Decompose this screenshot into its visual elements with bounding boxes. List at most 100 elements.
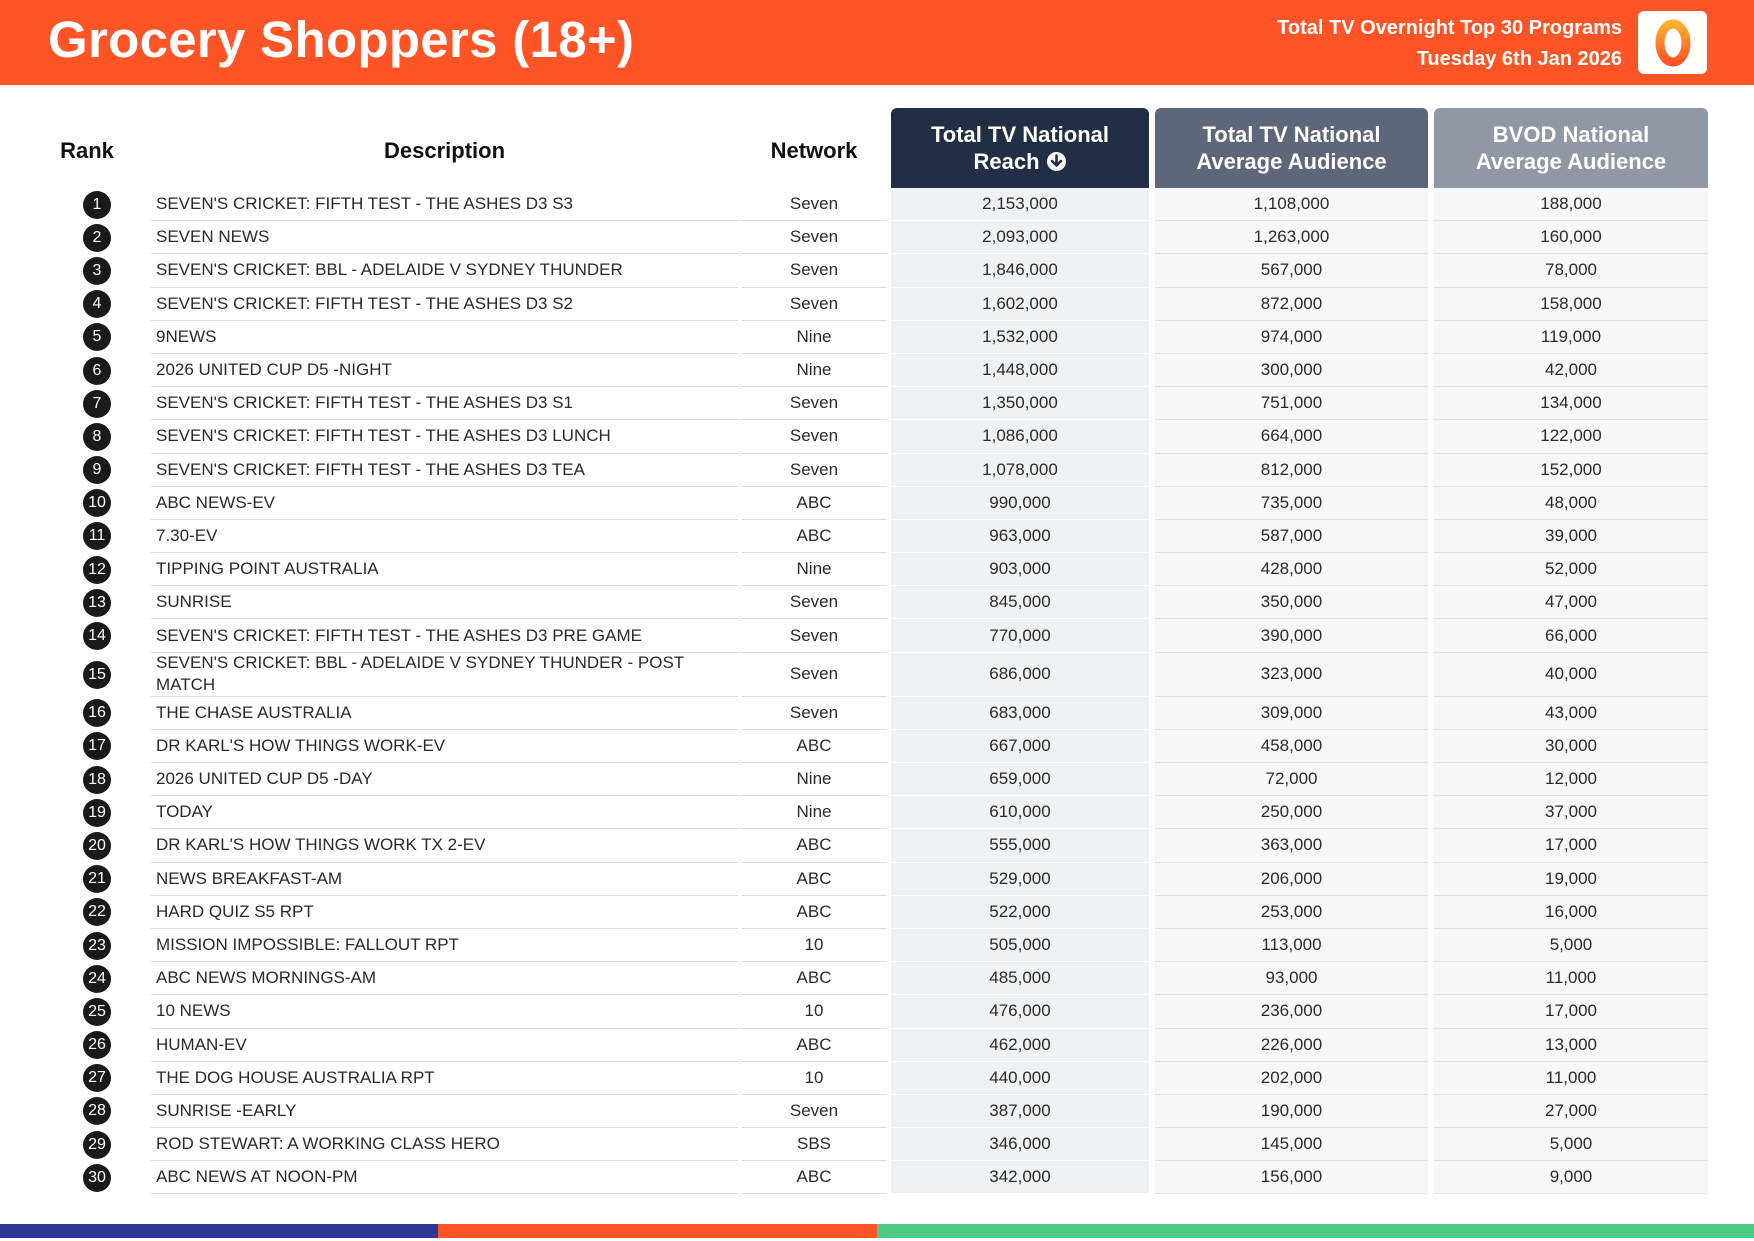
column-header-avg-line1: Total TV National	[1202, 122, 1381, 147]
reach-cell: 342,000	[891, 1161, 1149, 1195]
table-row[interactable]: 4 SEVEN'S CRICKET: FIFTH TEST - THE ASHES…	[0, 287, 1754, 321]
average-audience-cell: 145,000	[1155, 1128, 1428, 1162]
rank-badge: 11	[83, 522, 111, 551]
table-row[interactable]: 15 SEVEN'S CRICKET: BBL - ADELAIDE V SYDN…	[0, 652, 1754, 697]
rank-badge: 25	[83, 997, 111, 1026]
column-header-bvod-line1: BVOD National	[1492, 122, 1650, 147]
table-row[interactable]: 2 SEVEN NEWS Seven 2,093,000 1,263,000 160,00…	[0, 221, 1754, 255]
table-row[interactable]: 5 9NEWS Nine 1,532,000 974,000 119,000	[0, 320, 1754, 354]
reach-cell: 505,000	[891, 928, 1149, 963]
table-row[interactable]: 8 SEVEN'S CRICKET: FIFTH TEST - THE ASHES…	[0, 420, 1754, 454]
reach-cell: 387,000	[891, 1094, 1149, 1129]
table-row[interactable]: 1 SEVEN'S CRICKET: FIFTH TEST - THE ASHES…	[0, 188, 1754, 222]
network-cell: Seven	[741, 221, 887, 255]
program-description: SEVEN'S CRICKET: FIFTH TEST - THE ASHES …	[151, 288, 738, 321]
network-cell: Nine	[741, 321, 887, 354]
sort-descending-icon[interactable]	[1046, 151, 1067, 178]
table-row[interactable]: 25 10 NEWS 10 476,000 236,000 17,000	[0, 995, 1754, 1029]
rank-badge: 10	[83, 489, 111, 518]
bvod-audience-cell: 152,000	[1434, 453, 1708, 487]
table-row[interactable]: 26 HUMAN-EV ABC 462,000 226,000 13,000	[0, 1028, 1754, 1062]
table-row[interactable]: 12 TIPPING POINT AUSTRALIA Nine 903,000 428,…	[0, 553, 1754, 587]
table-row[interactable]: 19 TODAY Nine 610,000 250,000 37,000	[0, 796, 1754, 830]
report-subtitle: Total TV Overnight Top 30 Programs Tuesd…	[1277, 13, 1622, 75]
table-row[interactable]: 11 7.30-EV ABC 963,000 587,000 39,000	[0, 519, 1754, 554]
average-audience-cell: 390,000	[1155, 619, 1428, 653]
bvod-audience-cell: 17,000	[1434, 995, 1708, 1029]
bvod-audience-cell: 19,000	[1434, 862, 1708, 896]
bvod-audience-cell: 11,000	[1434, 962, 1708, 996]
table-row[interactable]: 17 DR KARL'S HOW THINGS WORK-EV ABC 667,000…	[0, 729, 1754, 763]
table-row[interactable]: 14 SEVEN'S CRICKET: FIFTH TEST - THE ASHE…	[0, 619, 1754, 653]
table-row[interactable]: 10 ABC NEWS-EV ABC 990,000 735,000 48,000	[0, 486, 1754, 520]
network-cell: ABC	[741, 863, 887, 896]
oztam-logo-icon	[1638, 11, 1707, 74]
bvod-audience-cell: 39,000	[1434, 519, 1708, 554]
average-audience-cell: 812,000	[1155, 453, 1428, 487]
program-description: SEVEN'S CRICKET: FIFTH TEST - THE ASHES …	[151, 387, 738, 421]
table-row[interactable]: 9 SEVEN'S CRICKET: FIFTH TEST - THE ASHES…	[0, 453, 1754, 487]
table-row[interactable]: 21 NEWS BREAKFAST-AM ABC 529,000 206,000 19,0…	[0, 862, 1754, 896]
table-row[interactable]: 3 SEVEN'S CRICKET: BBL - ADELAIDE V SYDNE…	[0, 254, 1754, 288]
average-audience-cell: 236,000	[1155, 995, 1428, 1029]
program-description: 9NEWS	[151, 321, 738, 354]
table-row[interactable]: 23 MISSION IMPOSSIBLE: FALLOUT RPT 10 505,0…	[0, 928, 1754, 963]
rank-badge: 29	[83, 1130, 111, 1159]
table-row[interactable]: 24 ABC NEWS MORNINGS-AM ABC 485,000 93,000 11…	[0, 962, 1754, 996]
network-cell: Seven	[741, 653, 887, 697]
network-cell: ABC	[741, 520, 887, 554]
table-row[interactable]: 27 THE DOG HOUSE AUSTRALIA RPT 10 440,000 20…	[0, 1061, 1754, 1095]
rank-badge: 16	[83, 699, 111, 728]
reach-cell: 1,350,000	[891, 387, 1149, 421]
column-header-average-audience[interactable]: Total TV National Average Audience	[1155, 108, 1428, 188]
table-row[interactable]: 6 2026 UNITED CUP D5 -NIGHT Nine 1,448,000 3…	[0, 353, 1754, 388]
program-description: ABC NEWS MORNINGS-AM	[151, 962, 738, 996]
program-description: THE CHASE AUSTRALIA	[151, 697, 738, 730]
reach-cell: 1,086,000	[891, 420, 1149, 454]
table-row[interactable]: 29 ROD STEWART: A WORKING CLASS HERO SBS 34…	[0, 1128, 1754, 1162]
table-row[interactable]: 16 THE CHASE AUSTRALIA Seven 683,000 309,000…	[0, 696, 1754, 730]
reach-cell: 963,000	[891, 519, 1149, 554]
average-audience-cell: 72,000	[1155, 763, 1428, 797]
program-description: HARD QUIZ S5 RPT	[151, 896, 738, 929]
average-audience-cell: 751,000	[1155, 387, 1428, 421]
rank-badge: 6	[83, 356, 111, 385]
rank-badge: 7	[83, 389, 111, 418]
rank-badge: 12	[83, 555, 111, 584]
network-cell: Seven	[741, 387, 887, 421]
program-description: SEVEN'S CRICKET: BBL - ADELAIDE V SYDNEY…	[151, 254, 738, 288]
rank-badge: 23	[83, 931, 111, 960]
report-subtitle-line1: Total TV Overnight Top 30 Programs	[1277, 17, 1622, 39]
table-row[interactable]: 30 ABC NEWS AT NOON-PM ABC 342,000 156,000 9,…	[0, 1161, 1754, 1195]
table-row[interactable]: 7 SEVEN'S CRICKET: FIFTH TEST - THE ASHES…	[0, 387, 1754, 421]
rank-badge: 13	[83, 588, 111, 617]
column-header-bvod-audience[interactable]: BVOD National Average Audience	[1434, 108, 1708, 188]
program-description: SEVEN'S CRICKET: FIFTH TEST - THE ASHES …	[151, 619, 738, 653]
bvod-audience-cell: 134,000	[1434, 387, 1708, 421]
table-body: 1 SEVEN'S CRICKET: FIFTH TEST - THE ASHES…	[0, 188, 1754, 1195]
reach-cell: 1,532,000	[891, 320, 1149, 354]
table-row[interactable]: 13 SUNRISE Seven 845,000 350,000 47,000	[0, 586, 1754, 620]
average-audience-cell: 300,000	[1155, 353, 1428, 388]
table-row[interactable]: 22 HARD QUIZ S5 RPT ABC 522,000 253,000 16,00…	[0, 895, 1754, 929]
column-header-bvod-line2: Average Audience	[1475, 149, 1667, 174]
average-audience-cell: 974,000	[1155, 320, 1428, 354]
average-audience-cell: 323,000	[1155, 652, 1428, 697]
bvod-audience-cell: 37,000	[1434, 796, 1708, 830]
column-header-reach[interactable]: Total TV National Reach	[891, 108, 1149, 188]
network-cell: ABC	[741, 896, 887, 929]
table-row[interactable]: 20 DR KARL'S HOW THINGS WORK TX 2-EV ABC 55…	[0, 829, 1754, 863]
reach-cell: 555,000	[891, 829, 1149, 863]
bvod-audience-cell: 5,000	[1434, 1128, 1708, 1162]
table-row[interactable]: 18 2026 UNITED CUP D5 -DAY Nine 659,000 72,0…	[0, 763, 1754, 797]
bvod-audience-cell: 47,000	[1434, 586, 1708, 620]
bvod-audience-cell: 42,000	[1434, 353, 1708, 388]
program-description: ROD STEWART: A WORKING CLASS HERO	[151, 1128, 738, 1162]
table-row[interactable]: 28 SUNRISE -EARLY Seven 387,000 190,000 27,00…	[0, 1094, 1754, 1129]
column-header-avg-line2: Average Audience	[1196, 149, 1387, 174]
rank-badge: 5	[83, 323, 111, 352]
rank-badge: 4	[83, 290, 111, 319]
network-cell: Seven	[741, 586, 887, 620]
bvod-audience-cell: 16,000	[1434, 895, 1708, 929]
bvod-audience-cell: 188,000	[1434, 188, 1708, 222]
